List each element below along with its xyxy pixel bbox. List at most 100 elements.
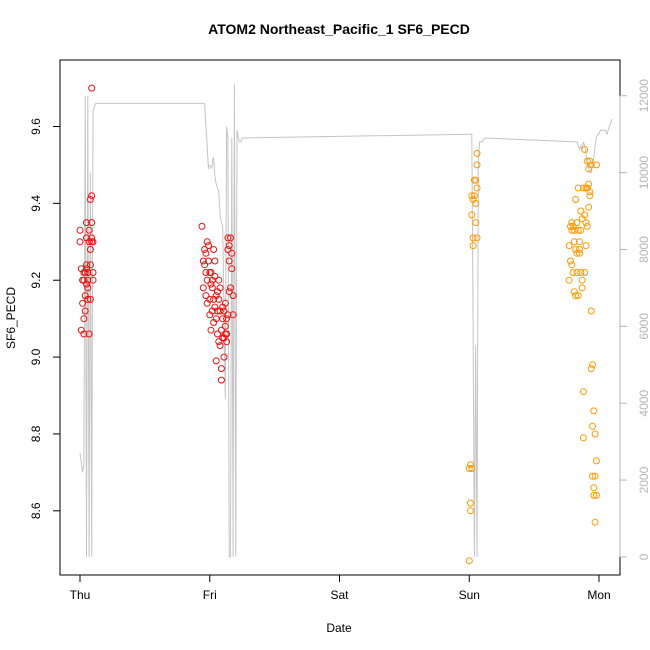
- data-point-late: [565, 276, 573, 284]
- data-point-late: [567, 222, 574, 230]
- data-point-late: [577, 269, 585, 276]
- data-point-late: [574, 184, 582, 192]
- data-point-early: [83, 280, 90, 288]
- data-point-early: [83, 261, 90, 269]
- data-point-late: [587, 365, 595, 373]
- data-point-late: [465, 465, 473, 472]
- data-point-early: [199, 257, 207, 265]
- data-point-early: [225, 242, 233, 250]
- axes-layer: Thu Fri Sat Sun Mon 8.6 8.8 9.0 9.2 9.4 9.6 0 2000 40…: [29, 79, 650, 602]
- data-point-late: [569, 269, 577, 276]
- data-point-late: [469, 242, 477, 250]
- data-point-early: [225, 257, 233, 265]
- y-tick-label: 9.0: [29, 348, 43, 365]
- data-point-late: [470, 192, 478, 200]
- data-point-early: [221, 322, 229, 330]
- data-point-early: [225, 288, 233, 296]
- data-point-late: [585, 180, 593, 188]
- data-point-late: [578, 284, 586, 292]
- data-point-early: [228, 265, 236, 273]
- data-point-late: [583, 222, 591, 230]
- data-point-late: [567, 257, 574, 265]
- data-point-late: [581, 146, 589, 153]
- data-point-late: [586, 157, 594, 165]
- x-axis-label: Date: [326, 621, 352, 635]
- data-point-early: [85, 330, 93, 338]
- y-tick-label: 8.6: [29, 502, 43, 519]
- data-point-early: [84, 276, 92, 284]
- y2-tick-label: 2000: [637, 466, 650, 493]
- data-point-early: [76, 238, 84, 246]
- data-point-early: [80, 315, 88, 323]
- data-point-late: [570, 238, 578, 246]
- data-point-late: [574, 226, 582, 234]
- data-point-late: [468, 211, 476, 219]
- data-point-early: [207, 280, 215, 288]
- data-point-late: [592, 161, 600, 169]
- data-point-early: [81, 307, 89, 315]
- y2-tick-label: 12000: [637, 79, 650, 113]
- data-point-early: [224, 234, 232, 242]
- data-point-early: [88, 192, 96, 200]
- data-point-early: [207, 269, 215, 276]
- data-point-late: [573, 219, 581, 227]
- x-tick-label-thu: Thu: [70, 588, 91, 602]
- data-point-late: [591, 518, 599, 526]
- data-point-early: [201, 246, 209, 253]
- data-point-early: [202, 269, 210, 276]
- y2-tick-label: 0: [637, 553, 650, 560]
- data-point-late: [473, 184, 481, 192]
- data-point-late: [579, 388, 587, 396]
- data-point-late: [467, 499, 474, 507]
- data-point-early: [211, 257, 219, 265]
- data-point-early: [202, 249, 210, 257]
- data-point-late: [579, 434, 587, 442]
- data-point-early: [228, 249, 236, 257]
- x-tick-label-fri: Fri: [203, 588, 217, 602]
- data-point-early: [89, 276, 97, 284]
- data-point-late: [586, 192, 594, 200]
- data-point-early: [83, 265, 90, 273]
- y-tick-label: 9.4: [29, 195, 43, 212]
- data-point-early: [88, 219, 96, 227]
- chart-title: ATOM2 Northeast_Pacific_1 SF6_PECD: [208, 21, 470, 37]
- data-point-early: [216, 342, 224, 350]
- data-point-early: [80, 330, 88, 338]
- data-point-late: [581, 269, 589, 276]
- data-point-late: [576, 249, 583, 257]
- data-point-late: [573, 269, 581, 276]
- data-point-early: [206, 295, 214, 303]
- data-point-early: [198, 222, 206, 230]
- data-point-early: [227, 284, 234, 292]
- data-point-late: [590, 484, 598, 492]
- data-point-late: [565, 242, 573, 250]
- data-point-late: [587, 307, 595, 315]
- data-point-late: [472, 176, 480, 184]
- data-point-late: [468, 192, 476, 200]
- data-point-early: [223, 330, 231, 338]
- data-point-early: [86, 246, 94, 253]
- data-point-early: [85, 226, 93, 234]
- data-point-early: [219, 315, 227, 323]
- data-point-early: [202, 292, 210, 300]
- data-point-late: [467, 461, 474, 469]
- data-point-early: [215, 295, 223, 303]
- data-point-late: [469, 234, 477, 242]
- data-point-late: [582, 219, 590, 227]
- data-point-late: [577, 226, 585, 234]
- data-point-late: [574, 292, 582, 300]
- data-point-late: [472, 199, 480, 207]
- data-point-late: [590, 407, 598, 415]
- y-axis-label: SF6_PECD: [4, 287, 18, 349]
- data-point-early: [212, 357, 220, 365]
- y2-tick-label: 6000: [637, 313, 650, 340]
- data-point-late: [578, 276, 586, 284]
- y-tick-label: 8.8: [29, 425, 43, 442]
- x-tick-label-sat: Sat: [330, 588, 349, 602]
- data-point-late: [583, 157, 591, 165]
- data-point-late: [592, 457, 600, 465]
- y2-tick-label: 8000: [637, 236, 650, 263]
- data-point-early: [83, 219, 90, 227]
